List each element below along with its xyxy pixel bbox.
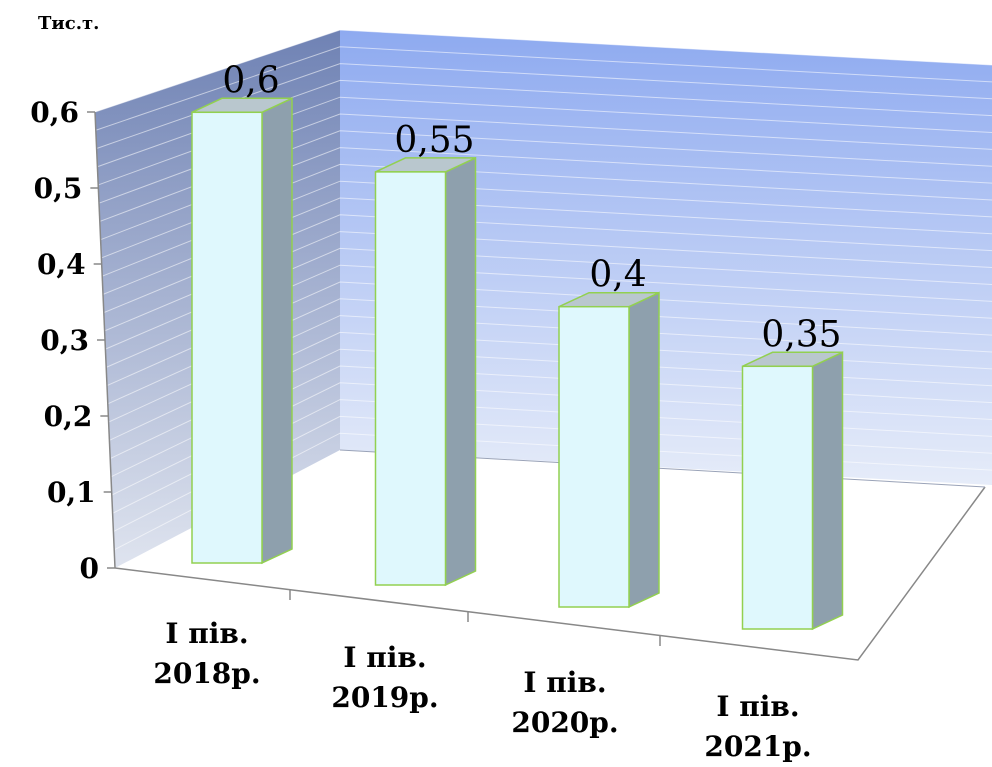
bar-side [811,351,844,631]
gridline [99,130,992,222]
data-label: 0,55 [394,120,474,161]
bar-side [261,97,293,565]
y-tick-label: 0,4 [37,248,86,281]
bar-front [741,365,814,630]
y-tick-label: 0,6 [30,96,79,129]
x-category-label: 2021р. [704,730,811,763]
data-label: 0,35 [761,314,841,355]
data-label: 0,4 [589,255,646,296]
gridline [100,147,992,241]
x-axis-categories: І пів. 2018р. І пів. 2019р. І пів. 2020р. І пі… [153,590,812,763]
x-category-label: І пів. [523,666,606,699]
bars: 0,6 0,55 0,4 0,35 [191,60,844,631]
gridline [97,79,992,168]
x-category-label: 2019р. [331,681,438,714]
bar-side [444,156,477,587]
x-category-label: 2020р. [511,706,618,739]
gridline [108,315,992,423]
bar-front [191,111,263,564]
unit-label: Тис.т. [38,13,99,34]
gridline [94,29,992,113]
gridline [103,214,992,314]
y-tick-label: 0,1 [47,476,96,509]
gridline [98,113,992,204]
gridline [102,180,992,277]
y-tick-label: 0,5 [34,172,83,205]
y-tick-label: 0 [80,552,99,585]
bar: 0,4 [558,255,660,609]
y-tick-label: 0,3 [40,324,89,357]
bar: 0,35 [741,314,844,631]
gridline [104,231,992,332]
x-category-label: 2018р. [153,657,260,690]
bar: 0,6 [191,60,293,565]
y-axis-ticks: 0 0,1 0,2 0,3 0,4 0,5 0,6 [30,96,115,585]
x-category-label: І пів. [343,641,426,674]
y-tick-label: 0,2 [44,400,93,433]
bar-front [374,171,447,586]
gridline [102,197,992,295]
bar-front [558,305,630,608]
gridline [105,264,992,368]
gridline [105,247,992,350]
gridline [96,63,992,149]
data-label: 0,6 [222,60,279,101]
floor-edge [114,486,986,661]
gridline [101,163,992,259]
bar: 0,55 [374,120,477,587]
gridline [95,46,992,131]
gridline [98,96,992,186]
bar-side [628,291,660,609]
x-category-label: І пів. [165,617,248,650]
x-category-label: І пів. [716,690,799,723]
gridline [106,281,992,387]
gridline [107,298,992,405]
